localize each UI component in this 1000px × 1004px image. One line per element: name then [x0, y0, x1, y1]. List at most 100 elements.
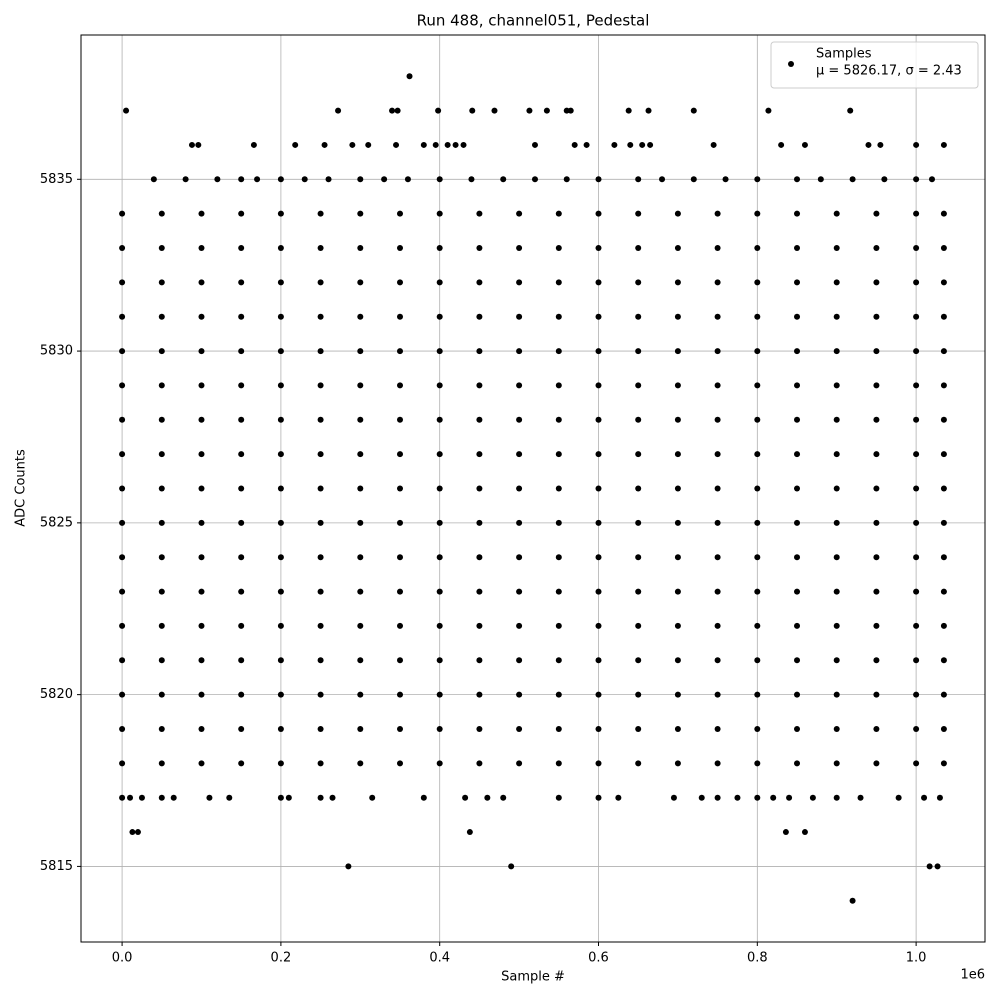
point	[238, 245, 245, 252]
point	[567, 107, 574, 114]
point	[595, 279, 602, 286]
point	[238, 725, 245, 732]
point	[277, 485, 284, 492]
point	[436, 760, 443, 767]
point	[214, 176, 221, 183]
point	[198, 382, 205, 389]
point	[833, 622, 840, 629]
point	[238, 519, 245, 526]
point	[238, 622, 245, 629]
point	[357, 176, 364, 183]
point	[849, 897, 856, 904]
point	[357, 451, 364, 458]
point	[674, 313, 681, 320]
point	[794, 210, 801, 217]
point	[674, 485, 681, 492]
point	[317, 794, 324, 801]
point	[397, 279, 404, 286]
point	[436, 691, 443, 698]
point	[555, 657, 562, 664]
point	[595, 451, 602, 458]
point	[913, 519, 920, 526]
point	[881, 176, 888, 183]
point	[940, 760, 947, 767]
point	[158, 554, 165, 561]
point	[397, 691, 404, 698]
point	[714, 725, 721, 732]
point	[436, 416, 443, 423]
point	[317, 279, 324, 286]
point	[555, 451, 562, 458]
point	[833, 554, 840, 561]
point	[397, 245, 404, 252]
point	[119, 348, 126, 355]
point	[754, 348, 761, 355]
point	[635, 176, 642, 183]
point	[940, 485, 947, 492]
point	[127, 794, 134, 801]
point	[420, 141, 427, 148]
point	[436, 313, 443, 320]
point	[476, 348, 483, 355]
point	[873, 691, 880, 698]
point	[913, 141, 920, 148]
point	[516, 382, 523, 389]
point	[674, 245, 681, 252]
point	[476, 416, 483, 423]
point	[754, 622, 761, 629]
point	[321, 141, 328, 148]
point	[357, 245, 364, 252]
point	[722, 176, 729, 183]
point	[635, 725, 642, 732]
point	[873, 760, 880, 767]
point	[516, 485, 523, 492]
point	[198, 554, 205, 561]
point	[531, 141, 538, 148]
point	[754, 588, 761, 595]
point	[277, 416, 284, 423]
point	[198, 348, 205, 355]
point	[714, 657, 721, 664]
y-tick-label: 5825	[40, 515, 73, 530]
point	[635, 622, 642, 629]
point	[794, 622, 801, 629]
point	[928, 176, 935, 183]
point	[786, 794, 793, 801]
point	[119, 622, 126, 629]
point	[119, 451, 126, 458]
point	[476, 519, 483, 526]
x-offset-label: 1e6	[960, 968, 985, 983]
point	[397, 451, 404, 458]
point	[317, 451, 324, 458]
point	[595, 519, 602, 526]
point	[436, 725, 443, 732]
point	[198, 622, 205, 629]
point	[734, 794, 741, 801]
point	[476, 382, 483, 389]
point	[794, 245, 801, 252]
point	[158, 657, 165, 664]
point	[317, 554, 324, 561]
point	[188, 141, 195, 148]
point	[198, 725, 205, 732]
point	[469, 107, 476, 114]
point	[516, 245, 523, 252]
point	[317, 210, 324, 217]
point	[873, 588, 880, 595]
point	[913, 588, 920, 595]
x-tick-label: 0.2	[271, 951, 292, 966]
point	[754, 176, 761, 183]
point	[476, 691, 483, 698]
point	[674, 725, 681, 732]
point	[595, 382, 602, 389]
point	[635, 313, 642, 320]
point	[595, 554, 602, 561]
point	[833, 382, 840, 389]
point	[794, 519, 801, 526]
point	[357, 588, 364, 595]
point	[674, 348, 681, 355]
point	[238, 554, 245, 561]
point	[198, 416, 205, 423]
point	[913, 657, 920, 664]
point	[940, 313, 947, 320]
